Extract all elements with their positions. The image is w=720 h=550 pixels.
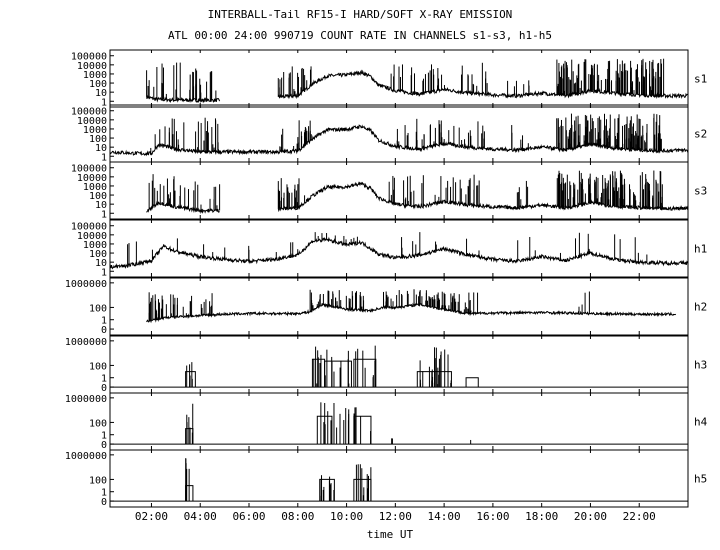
- ytick-label-s1: 10000: [77, 61, 107, 72]
- ytick-label-s1: 100000: [71, 52, 107, 63]
- ytick-label-h1: 1: [101, 267, 107, 278]
- ytick-label-h3: 100: [89, 361, 107, 372]
- series-line-s2: [109, 124, 689, 157]
- xtick-label: 10:00: [330, 510, 363, 523]
- panel-frame-h3: [109, 335, 689, 394]
- panel-frame-s3: [109, 161, 689, 220]
- series-line-s1: [146, 95, 221, 104]
- ytick-label-s1: 1: [101, 97, 107, 108]
- series-line-s3: [146, 200, 220, 215]
- ytick-label-s2: 1000: [83, 125, 107, 136]
- burst-block-h3: [185, 371, 196, 388]
- chart-subtitle: ATL 00:00 24:00 990719 COUNT RATE IN CHA…: [167, 29, 553, 42]
- panel-frame-s2: [109, 104, 689, 163]
- ytick-label-s1: 1000: [83, 70, 107, 81]
- ytick-label-s2: 10000: [77, 116, 107, 127]
- ytick-label-h5: 0: [101, 497, 107, 508]
- ytick-label-h5: 1000000: [65, 451, 107, 462]
- channel-label-s1: s1: [694, 73, 707, 86]
- xtick-label: 04:00: [184, 510, 217, 523]
- ytick-label-s3: 100: [89, 191, 107, 202]
- xtick-label: 22:00: [623, 510, 656, 523]
- xtick-label: 18:00: [525, 510, 558, 523]
- xtick-label: 08:00: [281, 510, 314, 523]
- chart-title: INTERBALL-Tail RF15-I HARD/SOFT X-RAY EM…: [207, 8, 513, 21]
- channel-label-s3: s3: [694, 185, 707, 198]
- burst-block-h3: [324, 360, 352, 388]
- channel-label-h3: h3: [694, 359, 707, 372]
- ytick-label-h4: 100: [89, 418, 107, 429]
- ytick-label-h2: 0: [101, 325, 107, 336]
- ytick-label-h2: 1: [101, 316, 107, 327]
- burst-block-h3: [465, 377, 479, 388]
- channel-label-h4: h4: [694, 416, 708, 429]
- xtick-label: 02:00: [135, 510, 168, 523]
- ytick-label-s1: 10: [95, 88, 107, 99]
- ytick-label-h2: 1000000: [65, 279, 107, 290]
- channel-label-s2: s2: [694, 128, 707, 141]
- x-axis-label: time UT: [366, 528, 414, 541]
- ytick-label-h1: 10: [95, 258, 107, 269]
- ytick-label-h5: 1: [101, 488, 107, 499]
- ytick-label-h3: 1: [101, 374, 107, 385]
- xtick-label: 16:00: [476, 510, 509, 523]
- xtick-label: 12:00: [379, 510, 412, 523]
- ytick-label-s3: 1000: [83, 182, 107, 193]
- xtick-label: 06:00: [232, 510, 265, 523]
- series-line-h2: [146, 302, 677, 324]
- ytick-label-h1: 10000: [77, 231, 107, 242]
- ytick-label-h1: 100: [89, 249, 107, 260]
- ytick-label-s3: 100000: [71, 164, 107, 175]
- burst-block-h5: [319, 478, 335, 502]
- ytick-label-h3: 1000000: [65, 337, 107, 348]
- ytick-label-s2: 10: [95, 143, 107, 154]
- ytick-label-h3: 0: [101, 383, 107, 394]
- ytick-label-h1: 1000: [83, 240, 107, 251]
- channel-label-h5: h5: [694, 473, 707, 486]
- panel-frame-h2: [109, 277, 689, 336]
- series-line-s3: [277, 181, 689, 213]
- series-line-h1: [109, 236, 689, 270]
- ytick-label-h4: 0: [101, 440, 107, 451]
- panel-frame-s1: [109, 49, 689, 108]
- ytick-label-h4: 1000000: [65, 394, 107, 405]
- ytick-label-s3: 1: [101, 209, 107, 220]
- ytick-label-h2: 100: [89, 303, 107, 314]
- panel-frame-h5: [109, 449, 689, 508]
- panel-frame-h4: [109, 392, 689, 451]
- xtick-label: 14:00: [428, 510, 461, 523]
- ytick-label-s2: 1: [101, 152, 107, 163]
- channel-label-h2: h2: [694, 301, 707, 314]
- series-line-s1: [277, 69, 689, 100]
- ytick-label-h1: 100000: [71, 222, 107, 233]
- ytick-label-s2: 100000: [71, 107, 107, 118]
- channel-label-h1: h1: [694, 243, 707, 256]
- ytick-label-h4: 1: [101, 431, 107, 442]
- ytick-label-s2: 100: [89, 134, 107, 145]
- burst-block-h3: [353, 358, 377, 388]
- panel-frame-h1: [109, 219, 689, 278]
- ytick-label-h5: 100: [89, 475, 107, 486]
- ytick-label-s3: 10: [95, 200, 107, 211]
- ytick-label-s1: 100: [89, 79, 107, 90]
- xtick-label: 20:00: [574, 510, 607, 523]
- ytick-label-s3: 10000: [77, 173, 107, 184]
